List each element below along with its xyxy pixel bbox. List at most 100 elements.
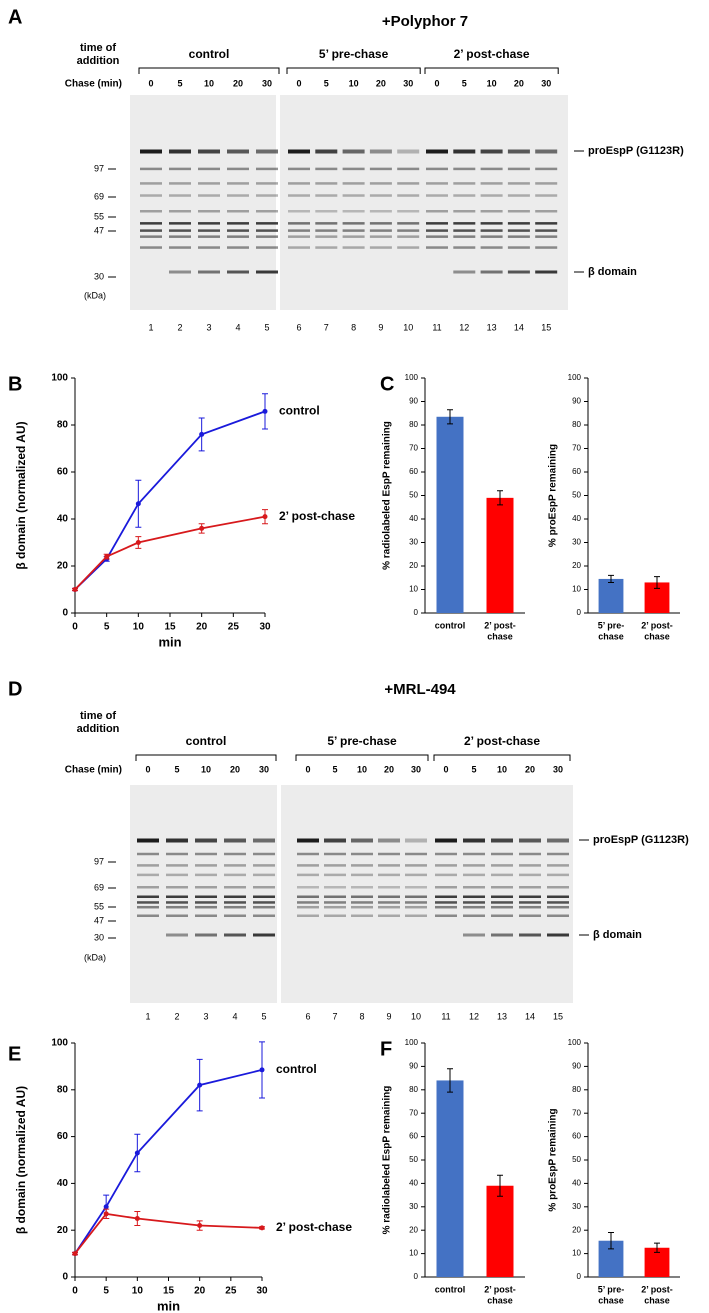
error-bar (497, 490, 503, 506)
gel-band (463, 901, 485, 904)
gel-band (426, 246, 448, 249)
gel-band (453, 229, 476, 232)
time-label: time of (80, 42, 116, 54)
gel-band (324, 838, 346, 843)
gel-band (547, 895, 569, 898)
lane-number: 15 (541, 322, 551, 332)
gel-band (453, 210, 476, 213)
gel-band (426, 182, 448, 185)
y-axis-label: β domain (normalized AU) (14, 421, 28, 569)
gel-band (435, 838, 457, 843)
gel-band (342, 167, 365, 171)
chase-time: 30 (262, 78, 272, 88)
gel-band (351, 864, 373, 867)
gel-band (253, 852, 275, 856)
gel-band (426, 210, 448, 213)
error-bar (447, 1068, 453, 1093)
gel-band (405, 905, 427, 909)
gel-band (397, 182, 420, 185)
x-tick-label: 5 (103, 1286, 109, 1297)
lane-number: 14 (525, 1011, 535, 1021)
y-tick-label: 30 (409, 538, 418, 547)
gel-band (378, 838, 400, 843)
data-point (197, 1082, 203, 1088)
gel-band (253, 864, 275, 867)
gel-band (324, 901, 346, 904)
error-bar (497, 1174, 503, 1197)
gel-band (453, 222, 476, 225)
gel-band (507, 210, 530, 213)
panel-label: D (8, 678, 22, 700)
gel-band (227, 167, 249, 171)
gel-band (463, 933, 485, 937)
gel-band (480, 229, 503, 232)
gel-band (480, 194, 503, 197)
lane-number: 15 (553, 1011, 563, 1021)
gel-band (297, 886, 319, 889)
y-tick-label: 10 (572, 1249, 581, 1258)
gel-band (491, 886, 513, 889)
gel-band (227, 210, 249, 213)
gel-title: +Polyphor 7 (382, 13, 468, 30)
data-point (199, 525, 205, 531)
lane-number: 10 (403, 322, 413, 332)
gel-band (378, 895, 400, 898)
gel-band (405, 873, 427, 877)
gel-band (324, 905, 346, 909)
gel-band (378, 901, 400, 904)
gel-band (169, 246, 191, 249)
gel-band (140, 194, 162, 197)
marker-label: 97 (94, 856, 104, 866)
gel-band (256, 149, 278, 154)
chase-time: 0 (434, 78, 439, 88)
group-bracket (295, 754, 429, 761)
gel-band (253, 914, 275, 917)
series-line (74, 410, 266, 591)
gel-band (169, 222, 191, 225)
x-tick-label: chase (487, 631, 513, 641)
y-tick-label: 0 (414, 1272, 419, 1281)
series-label: 2’ post-chase (279, 509, 355, 523)
chase-time: 0 (148, 78, 153, 88)
gel-band (288, 222, 310, 225)
x-tick-label: 0 (72, 622, 78, 633)
gel-band (166, 873, 188, 877)
y-tick-label: 90 (572, 397, 581, 406)
data-point (259, 1067, 265, 1073)
y-tick-label: 100 (568, 1038, 582, 1047)
gel-band (227, 229, 249, 232)
gel-band (195, 905, 217, 909)
lane-number: 3 (206, 322, 211, 332)
gel-band (480, 222, 503, 225)
group-bracket (424, 67, 559, 74)
gel-band (369, 182, 392, 185)
gel-band (169, 167, 191, 171)
gel-band (297, 895, 319, 898)
y-tick-label: 80 (572, 1085, 581, 1094)
x-tick-label: 10 (132, 1286, 144, 1297)
lane-number: 2 (177, 322, 182, 332)
gel-band (137, 838, 159, 843)
lane-number: 9 (378, 322, 383, 332)
lane-number: 11 (441, 1011, 450, 1021)
gel-band (378, 886, 400, 889)
chase-time: 30 (553, 764, 563, 774)
gel-band (253, 933, 275, 937)
lane-number: 4 (235, 322, 240, 332)
gel-band (378, 852, 400, 856)
y-tick-label: 100 (51, 1038, 68, 1049)
gel-band (547, 873, 569, 877)
gel-band (351, 905, 373, 909)
gel-band (463, 895, 485, 898)
gel-band (198, 149, 220, 154)
gel-band (507, 194, 530, 197)
gel-band (166, 933, 188, 937)
chase-time: 0 (296, 78, 301, 88)
chase-time: 20 (376, 78, 386, 88)
gel-band (137, 895, 159, 898)
chase-time: 5 (174, 764, 179, 774)
gel-band (507, 222, 530, 225)
error-bar (608, 1232, 614, 1250)
